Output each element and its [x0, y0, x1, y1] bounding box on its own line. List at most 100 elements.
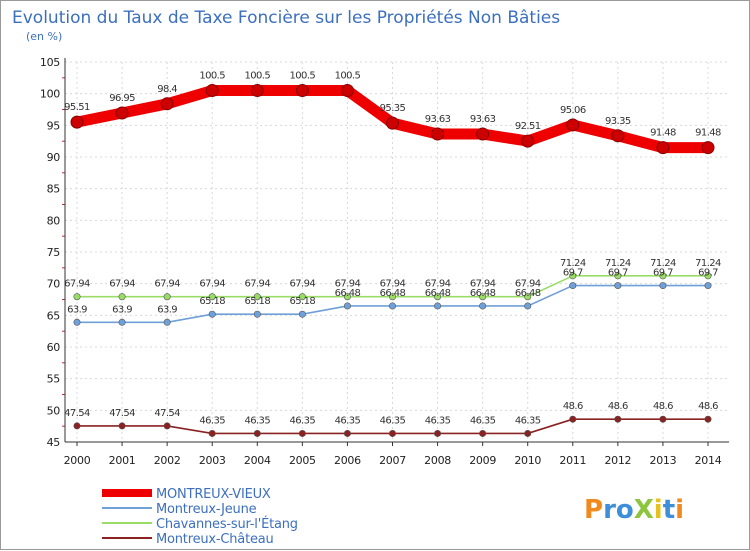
series-chavannes-sur-l-etang-label: 67.94: [470, 279, 496, 290]
series-montreux-jeune-label: 66.48: [380, 288, 406, 299]
brand-logo-text: ProXiti: [584, 495, 684, 525]
series-montreux-vieux-label: 93.63: [470, 114, 496, 125]
x-tick-label: 2007: [379, 454, 406, 467]
series-montreux-chateau-point: [343, 429, 351, 437]
series-montreux-chateau-point: [118, 422, 126, 430]
series-montreux-jeune-label: 63.9: [157, 304, 177, 315]
series-montreux-jeune-label: 69.7: [608, 268, 628, 279]
y-tick-label: 55: [47, 373, 61, 386]
series-montreux-jeune-label: 65.18: [290, 296, 316, 307]
series-chavannes-sur-l-etang-point: [343, 293, 351, 301]
series-montreux-chateau-point: [659, 415, 667, 423]
legend-label: MONTREUX-VIEUX: [156, 487, 271, 502]
series-montreux-jeune-point: [434, 302, 442, 310]
series-montreux-vieux-label: 93.35: [605, 116, 631, 127]
series-chavannes-sur-l-etang-point: [614, 272, 622, 280]
series-montreux-vieux-label: 100.5: [290, 71, 316, 82]
series-montreux-vieux-label: 98.4: [157, 84, 177, 95]
series-montreux-jeune-label: 69.7: [698, 268, 718, 279]
series-montreux-chateau-label: 48.6: [608, 401, 628, 412]
series-montreux-jeune-label: 66.48: [515, 288, 541, 299]
series-chavannes-sur-l-etang-label: 67.94: [425, 279, 451, 290]
series-montreux-vieux-point: [566, 118, 580, 132]
series-montreux-vieux-label: 100.5: [244, 71, 270, 82]
series-montreux-vieux-label: 93.63: [425, 114, 451, 125]
series-montreux-vieux-point: [295, 84, 309, 97]
series-chavannes-sur-l-etang-label: 67.94: [154, 279, 180, 290]
series-montreux-vieux-label: 91.48: [650, 128, 676, 139]
series-montreux-jeune-point: [163, 318, 171, 326]
series-chavannes-sur-l-etang-point: [479, 293, 487, 301]
series-montreux-chateau-label: 47.54: [109, 408, 135, 419]
series-montreux-jeune-point: [479, 302, 487, 310]
series-montreux-jeune-point: [704, 282, 712, 290]
series-montreux-chateau-point: [434, 429, 442, 437]
series-montreux-vieux-point: [70, 115, 84, 129]
series-montreux-vieux-label: 92.51: [515, 121, 541, 132]
series-montreux-jeune-point: [343, 302, 351, 310]
series-chavannes-sur-l-etang-point: [659, 272, 667, 280]
y-tick-label: 90: [47, 151, 61, 164]
legend-label: Montreux-Château: [156, 532, 274, 547]
series-montreux-vieux-point: [611, 129, 625, 143]
series-montreux-vieux-point: [205, 84, 219, 97]
x-tick-label: 2001: [109, 454, 136, 467]
y-tick-label: 70: [47, 278, 61, 291]
series-chavannes-sur-l-etang-point: [118, 293, 126, 301]
series-montreux-chateau-label: 47.54: [154, 408, 180, 419]
series-montreux-jeune-label: 66.48: [470, 288, 496, 299]
x-tick-label: 2002: [154, 454, 181, 467]
series-montreux-vieux-label: 95.51: [64, 102, 90, 113]
series-montreux-vieux-label: 100.5: [335, 71, 361, 82]
series-montreux-chateau-point: [253, 429, 261, 437]
y-tick-label: 95: [47, 119, 61, 132]
series-montreux-chateau-label: 46.35: [425, 415, 451, 426]
x-tick-label: 2003: [199, 454, 226, 467]
series-montreux-jeune-label: 65.18: [244, 296, 270, 307]
x-tick-label: 2006: [334, 454, 361, 467]
series-montreux-jeune-label: 66.48: [425, 288, 451, 299]
series-chavannes-sur-l-etang-label: 71.24: [560, 258, 586, 269]
x-tick-label: 2012: [604, 454, 631, 467]
series-montreux-chateau-point: [479, 429, 487, 437]
series-montreux-chateau-label: 46.35: [470, 415, 496, 426]
series-montreux-chateau-label: 48.6: [653, 401, 673, 412]
axes: 45 50 55 60 65 70 75 80 85 90 95 100 105 2000 2001 2002…: [40, 56, 729, 467]
y-tick-label: 105: [40, 56, 60, 69]
series-montreux-vieux-point: [521, 134, 535, 148]
series-montreux-chateau-point: [569, 415, 577, 423]
series-montreux-jeune-label: 65.18: [199, 296, 225, 307]
series-chavannes-sur-l-etang-point: [569, 272, 577, 280]
series-montreux-jeune-label: 69.7: [653, 268, 673, 279]
series-montreux-chateau-point: [208, 429, 216, 437]
series-chavannes-sur-l-etang-label: 67.94: [335, 279, 361, 290]
series-montreux-jeune-point: [208, 310, 216, 318]
series-montreux-jeune-point: [659, 282, 667, 290]
x-tick-label: 2008: [424, 454, 451, 467]
series-chavannes-sur-l-etang-point: [253, 293, 261, 301]
series-chavannes-sur-l-etang-point: [73, 293, 81, 301]
series-montreux-jeune-label: 63.9: [112, 304, 132, 315]
series-chavannes-sur-l-etang-label: 67.94: [290, 279, 316, 290]
series-montreux-chateau-label: 46.35: [244, 415, 270, 426]
series-chavannes-sur-l-etang-point: [704, 272, 712, 280]
series-chavannes-sur-l-etang-point: [298, 293, 306, 301]
series-chavannes-sur-l-etang-label: 71.24: [695, 258, 721, 269]
series-montreux-chateau-point: [73, 422, 81, 430]
series-layer: [70, 84, 715, 437]
series-chavannes-sur-l-etang-label: 67.94: [199, 279, 225, 290]
series-montreux-jeune-point: [614, 282, 622, 290]
series-montreux-vieux-point: [476, 127, 490, 141]
series-montreux-chateau-label: 46.35: [515, 415, 541, 426]
series-montreux-jeune-point: [298, 310, 306, 318]
y-tick-label: 75: [47, 246, 61, 259]
proxiti-logo: ProXiti: [584, 495, 684, 525]
series-montreux-vieux-label: 95.35: [380, 103, 406, 114]
series-montreux-chateau-label: 46.35: [199, 415, 225, 426]
x-tick-label: 2014: [695, 454, 722, 467]
series-montreux-jeune-label: 69.7: [563, 268, 583, 279]
series-montreux-jeune-label: 63.9: [67, 304, 87, 315]
chart-title: Evolution du Taux de Taxe Foncière sur l…: [12, 8, 560, 28]
series-chavannes-sur-l-etang-label: 71.24: [605, 258, 631, 269]
